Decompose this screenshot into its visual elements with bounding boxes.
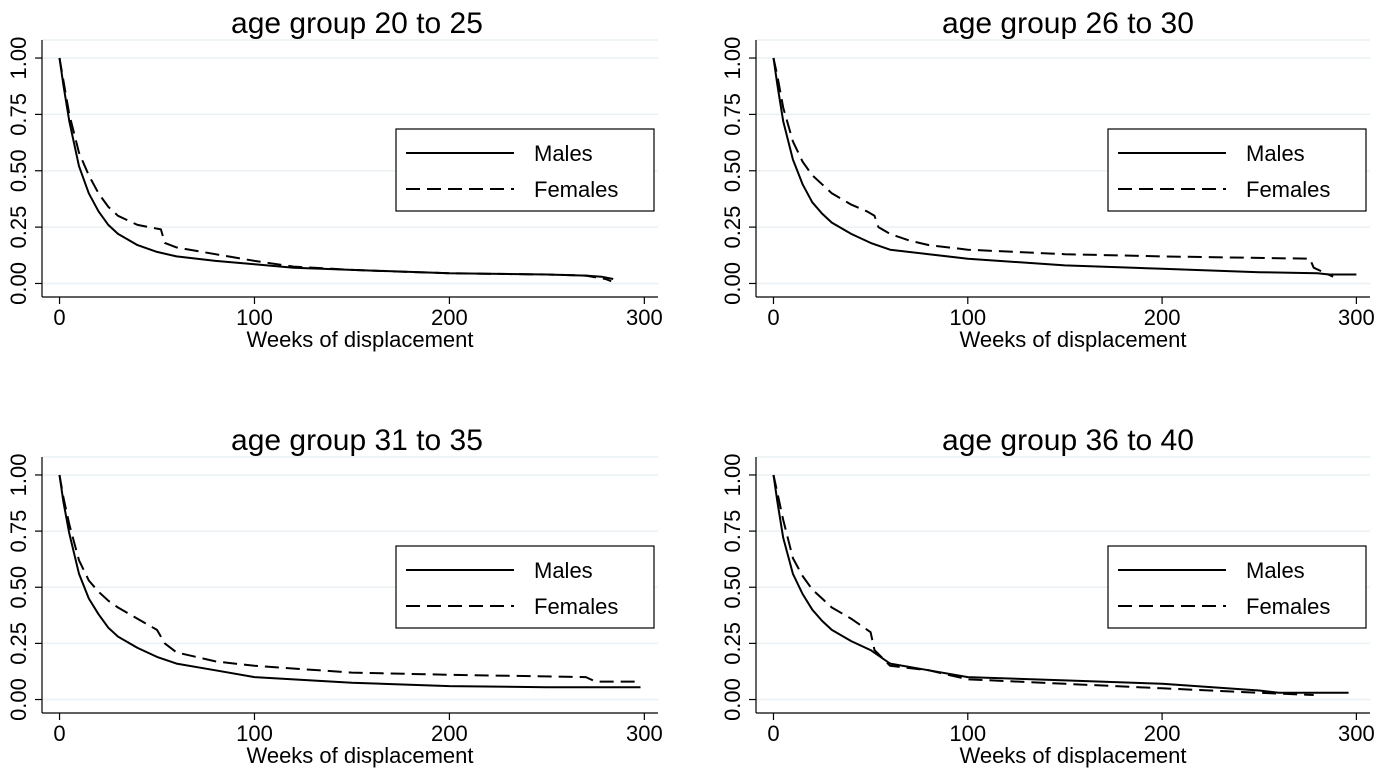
y-tick-label: 0.50: [720, 566, 745, 609]
legend-label-males: Males: [534, 558, 593, 583]
series-line-females: [58, 57, 612, 283]
x-tick-label: 300: [1338, 721, 1375, 746]
x-tick-label: 300: [626, 721, 663, 746]
x-tick-label: 0: [767, 305, 779, 330]
y-tick-label: 1.00: [6, 454, 31, 497]
y-tick-label: 0.00: [720, 262, 745, 305]
series-line-males: [58, 474, 641, 689]
y-tick-label: 0.00: [6, 262, 31, 305]
legend-box: [395, 128, 655, 212]
y-tick-label: 0.50: [6, 566, 31, 609]
x-tick-label: 100: [949, 721, 986, 746]
legend-box: [1107, 128, 1367, 212]
chart-title: age group 36 to 40: [942, 424, 1194, 457]
legend-label-males: Males: [534, 141, 593, 166]
legend-label-females: Females: [1246, 177, 1330, 202]
legend-label-females: Females: [534, 594, 618, 619]
y-tick-label: 0.75: [6, 510, 31, 553]
series-line-females: [772, 474, 1314, 696]
series-line-males: [772, 57, 1357, 276]
x-tick-label: 0: [767, 721, 779, 746]
series-line-males: [772, 474, 1349, 694]
y-tick-label: 0.25: [720, 622, 745, 665]
y-tick-label: 1.00: [720, 454, 745, 497]
x-tick-label: 300: [626, 305, 663, 330]
chart-panel-1: 0.00 0.25 0.50 0.75 1.00 0 100 200 300 Weeks of d…: [6, 7, 663, 352]
x-tick-label: 200: [1144, 305, 1181, 330]
y-tick-label: 0.50: [6, 149, 31, 192]
x-tick-label: 300: [1338, 305, 1375, 330]
y-tick-label: 0.00: [720, 678, 745, 721]
chart-title: age group 31 to 35: [231, 424, 483, 457]
legend-label-females: Females: [1246, 594, 1330, 619]
y-tick-label: 0.50: [720, 149, 745, 192]
x-tick-label: 0: [53, 721, 65, 746]
legend-box: [1107, 545, 1367, 629]
y-tick-label: 0.75: [720, 93, 745, 136]
y-tick-label: 0.25: [6, 622, 31, 665]
x-tick-label: 100: [949, 305, 986, 330]
x-axis-label: Weeks of displacement: [246, 327, 473, 352]
x-tick-label: 100: [236, 305, 273, 330]
legend-box: [395, 545, 655, 629]
y-tick-label: 1.00: [720, 37, 745, 80]
chart-title: age group 26 to 30: [942, 7, 1194, 40]
chart-panel-2: 0.00 0.25 0.50 0.75 1.00 0 100 200 300 Weeks of d…: [720, 7, 1375, 352]
y-tick-label: 0.25: [720, 206, 745, 249]
x-axis-label: Weeks of displacement: [959, 327, 1186, 352]
x-tick-label: 200: [431, 721, 468, 746]
chart-panel-4: 0.00 0.25 0.50 0.75 1.00 0 100 200 300 Weeks of d…: [720, 424, 1375, 768]
x-axis-label: Weeks of displacement: [246, 743, 473, 768]
legend-label-females: Females: [534, 177, 618, 202]
chart-title: age group 20 to 25: [231, 7, 483, 40]
legend-label-males: Males: [1246, 558, 1305, 583]
x-tick-label: 0: [53, 305, 65, 330]
series-line-females: [58, 474, 641, 683]
x-tick-label: 200: [431, 305, 468, 330]
y-tick-label: 0.00: [6, 678, 31, 721]
y-tick-label: 0.75: [720, 510, 745, 553]
x-tick-label: 100: [236, 721, 273, 746]
legend-label-males: Males: [1246, 141, 1305, 166]
y-tick-label: 1.00: [6, 37, 31, 80]
x-tick-label: 200: [1144, 721, 1181, 746]
chart-panel-3: 0.00 0.25 0.50 0.75 1.00 0 100 200 300 Weeks of d…: [6, 424, 663, 768]
y-tick-label: 0.25: [6, 206, 31, 249]
x-axis-label: Weeks of displacement: [959, 743, 1186, 768]
series-line-females: [772, 57, 1334, 278]
y-tick-label: 0.75: [6, 93, 31, 136]
